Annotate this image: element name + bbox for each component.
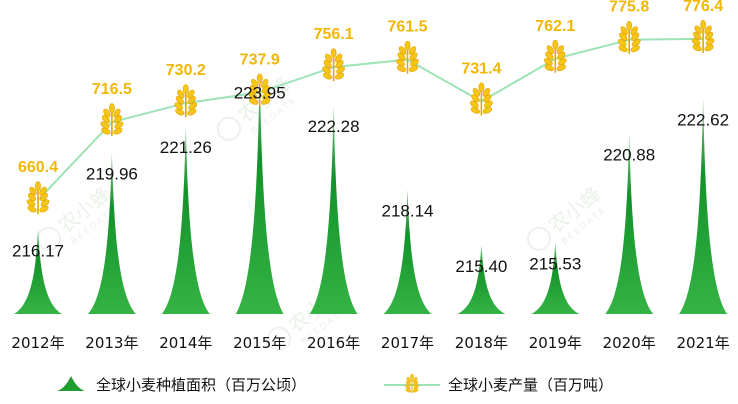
production-data-label: 730.2	[166, 62, 206, 79]
x-tick-label: 2020年	[603, 334, 656, 352]
area-data-label: 222.62	[677, 110, 729, 129]
legend-wheat-icon	[405, 373, 419, 394]
area-data-label: 220.88	[603, 146, 655, 165]
wheat-marker-icon	[174, 84, 198, 118]
x-tick-label: 2018年	[455, 334, 508, 352]
wheat-marker-icon	[248, 73, 272, 107]
x-tick-label: 2017年	[381, 334, 434, 352]
area-data-label: 221.26	[160, 138, 212, 157]
x-tick-label: 2013年	[85, 334, 138, 352]
wheat-icon	[405, 373, 419, 394]
x-tick-label: 2016年	[307, 334, 360, 352]
legend-area-label: 全球小麦种植面积（百万公顷）	[96, 376, 306, 394]
area-bar	[14, 229, 62, 314]
area-bars	[14, 71, 728, 314]
wheat-marker-icon	[543, 39, 567, 73]
x-axis-ticks: 2012年 2013年 2014年 2015年 2016年 2017年 2018年 2019年…	[11, 334, 729, 352]
legend-area-symbol	[57, 376, 85, 391]
production-data-label: 731.4	[461, 60, 501, 77]
production-data-label: 716.5	[92, 81, 132, 98]
legend-item-area: 全球小麦种植面积（百万公顷）	[57, 376, 306, 394]
data-labels: 216.17 219.96 221.26 223.95 222.28 218.14 215.…	[12, 0, 729, 276]
production-series-line	[37, 37, 704, 201]
production-data-label: 775.8	[609, 0, 649, 16]
wheat-marker-icon	[26, 181, 50, 215]
legend-production-label: 全球小麦产量（百万吨）	[448, 376, 613, 394]
wheat-markers	[26, 19, 715, 215]
wheat-marker-icon	[396, 40, 419, 74]
production-data-label: 756.1	[314, 26, 354, 43]
wheat-marker-icon	[470, 82, 493, 116]
production-data-label: 737.9	[240, 51, 280, 68]
x-tick-label: 2019年	[529, 334, 582, 352]
area-bar	[457, 244, 506, 314]
area-bar	[383, 189, 432, 314]
area-data-label: 215.40	[455, 257, 507, 276]
wheat-marker-icon	[322, 48, 345, 82]
area-data-label: 223.95	[234, 83, 286, 102]
area-data-label: 218.14	[382, 201, 434, 220]
x-tick-label: 2012年	[11, 334, 64, 352]
area-bar	[679, 98, 728, 314]
area-bar	[309, 105, 358, 314]
wheat-marker-icon	[691, 19, 715, 53]
area-bar	[605, 133, 654, 314]
production-line	[37, 37, 704, 201]
area-bar	[235, 71, 284, 314]
x-tick-label: 2021年	[677, 334, 730, 352]
area-bar	[87, 152, 136, 314]
production-data-label: 660.4	[18, 159, 58, 176]
area-data-label: 222.28	[308, 117, 360, 136]
x-tick-label: 2014年	[159, 334, 212, 352]
area-data-label: 215.53	[529, 254, 581, 273]
area-data-label: 219.96	[86, 164, 138, 183]
wheat-marker-icon	[100, 103, 124, 137]
area-bar	[531, 242, 580, 314]
area-bar	[161, 125, 210, 314]
production-data-label: 761.5	[387, 19, 427, 36]
production-data-label: 776.4	[683, 0, 723, 15]
legend-item-production: 全球小麦产量（百万吨）	[384, 373, 613, 394]
x-tick-label: 2015年	[233, 334, 286, 352]
wheat-marker-icon	[617, 20, 641, 54]
area-data-label: 216.17	[12, 241, 64, 260]
legend: 全球小麦种植面积（百万公顷） 全球小麦产量（百万吨）	[57, 373, 613, 394]
production-data-label: 762.1	[535, 18, 575, 35]
